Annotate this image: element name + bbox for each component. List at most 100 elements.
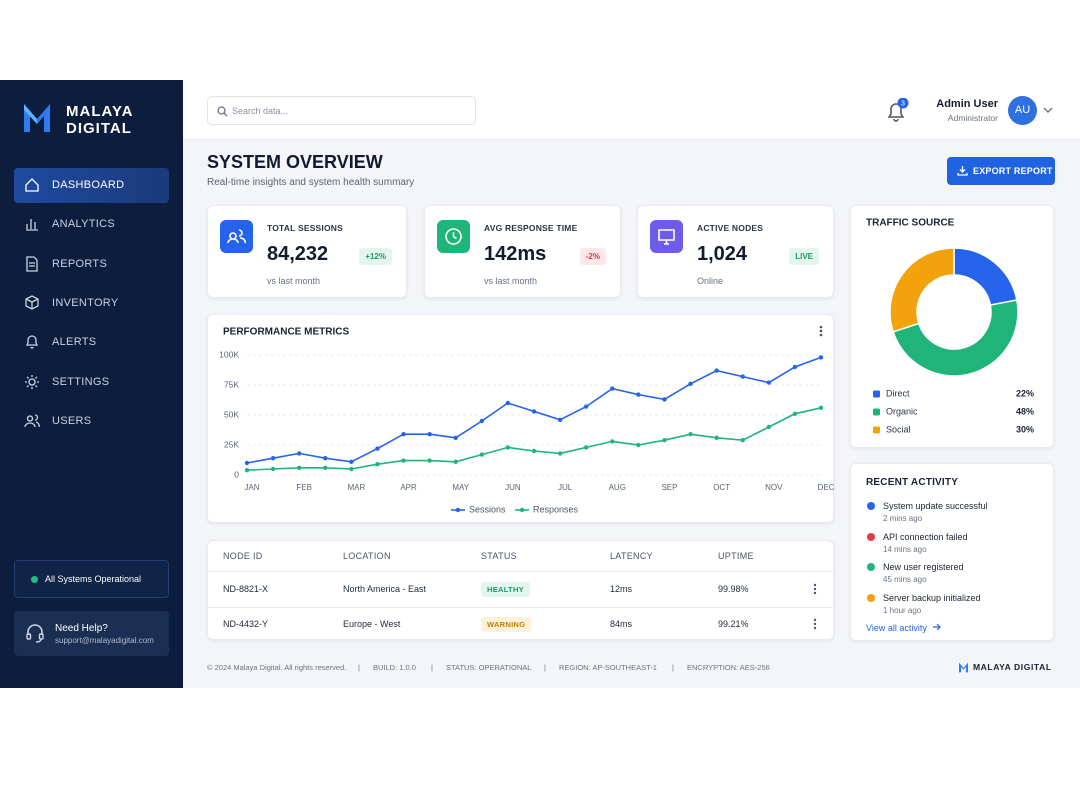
help-box[interactable]: Need Help? support@malayadigital.com (14, 611, 169, 656)
footer-brand: MALAYA DIGITAL (973, 662, 1052, 672)
series-line (246, 407, 822, 471)
chart-menu-dot[interactable] (819, 325, 823, 329)
table-cell: 99.21% (718, 619, 749, 629)
kpi-icon (220, 220, 253, 253)
nav-icon-shape (25, 335, 39, 349)
footer-separator: | (672, 663, 674, 672)
kpi-card: ACTIVE NODES 1,024 Online LIVE (637, 205, 834, 298)
y-tick-label: 100K (219, 349, 239, 359)
kpi-value: 84,232 (267, 243, 329, 265)
footer-separator: | (544, 663, 546, 672)
legend-value: 30% (1016, 424, 1034, 434)
download-icon (957, 166, 968, 176)
legend-label: Organic (886, 406, 918, 416)
export-button[interactable]: EXPORT REPORT (947, 157, 1055, 185)
chart-title: PERFORMANCE METRICS (223, 327, 349, 338)
kpi-note: vs last month (267, 276, 321, 286)
kpi-badge: -2% (579, 248, 606, 265)
search-box[interactable]: Search data... (207, 96, 476, 125)
data-point (479, 452, 485, 457)
user-menu-chevron[interactable] (1043, 107, 1053, 114)
data-point (505, 400, 511, 406)
row-menu[interactable] (813, 618, 817, 630)
data-point (479, 418, 485, 424)
donut-segment (953, 247, 1018, 306)
data-point (270, 466, 276, 472)
nav-icon-shape (25, 374, 39, 389)
nav-item[interactable]: ALERTS (14, 325, 169, 360)
nav-icon (25, 178, 39, 192)
x-tick-label: FEB (296, 483, 312, 492)
data-point (818, 405, 824, 410)
data-point (375, 462, 380, 467)
table-cell: North America - East (343, 584, 427, 594)
nav-icon (25, 335, 39, 349)
footer-item: BUILD: 1.0.0 (373, 663, 416, 672)
nav-item[interactable]: INVENTORY (14, 286, 169, 321)
status-pill: WARNING (481, 617, 532, 632)
traffic-card: TRAFFIC SOURCE Direct 22% Organic 48% Social 3… (850, 205, 1054, 448)
data-point (740, 438, 745, 443)
table-cell: ND-8821-X (223, 584, 269, 594)
column-header: LATENCY (610, 551, 653, 561)
user-name: Admin User (936, 98, 998, 110)
table-cell: ND-4432-Y (223, 619, 269, 629)
nav-item[interactable]: DASHBOARD (14, 168, 169, 203)
nav-item[interactable]: ANALYTICS (14, 207, 169, 242)
chart-menu-dot[interactable] (819, 329, 823, 333)
nav-icon-shape (25, 295, 39, 310)
activity-title: RECENT ACTIVITY (866, 477, 959, 488)
user-role: Administrator (947, 113, 998, 123)
kpi-card: AVG RESPONSE TIME 142ms vs last month -2% (424, 205, 621, 298)
y-tick-label: 0 (234, 469, 239, 479)
activity-link[interactable]: View all activity (866, 623, 942, 633)
y-tick-label: 25K (224, 439, 239, 449)
table-cell: 99.98% (718, 584, 749, 594)
data-point (427, 458, 432, 463)
help-title: Need Help? (55, 623, 108, 634)
notification-bell[interactable]: 3 (884, 98, 910, 124)
row-menu-dot (813, 618, 817, 622)
footer-item: STATUS: OPERATIONAL (446, 663, 532, 672)
kpi-label: ACTIVE NODES (697, 223, 764, 233)
nav-label: ANALYTICS (52, 218, 116, 231)
legend-swatch (873, 390, 880, 398)
kpi-note: vs last month (484, 276, 538, 286)
data-point (766, 424, 772, 430)
row-menu-dot (813, 587, 817, 591)
x-tick-label: JUN (505, 483, 521, 492)
nav-icon-shape (25, 178, 39, 192)
activity-dot (867, 593, 875, 602)
donut-segment (892, 299, 1019, 377)
notification-count: 3 (901, 100, 905, 107)
status-pill: HEALTHY (481, 582, 530, 597)
footer-separator: | (358, 663, 360, 672)
nav-label: USERS (52, 414, 92, 427)
status-dot (31, 576, 38, 583)
x-tick-label: SEP (661, 483, 677, 492)
sidebar: MALAYA DIGITAL DASHBOARD ANALYTICS REPORTS… (0, 80, 183, 688)
search-icon (217, 106, 228, 117)
notification-badge (897, 98, 909, 109)
nav-item[interactable]: REPORTS (14, 247, 169, 282)
kpi-glyph-shape (227, 229, 246, 244)
footer-item: © 2024 Malaya Digital. All rights reserv… (207, 663, 347, 672)
row-menu[interactable] (813, 583, 817, 595)
avatar[interactable]: AU (1008, 96, 1037, 125)
data-point (688, 432, 693, 437)
nav-icon-shape (26, 255, 38, 272)
chart-menu-dot[interactable] (819, 333, 823, 337)
nav-icon (25, 295, 39, 310)
data-point (636, 392, 641, 397)
data-point (714, 368, 719, 373)
nav-item[interactable]: SETTINGS (14, 365, 169, 400)
activity-link-text[interactable]: View all activity (866, 623, 927, 633)
chart-title: TRAFFIC SOURCE (866, 218, 955, 229)
data-point (375, 446, 380, 451)
data-point (270, 456, 276, 461)
help-email[interactable]: support@malayadigital.com (55, 636, 154, 645)
status-box: All Systems Operational (14, 560, 169, 598)
kpi-glyph (445, 228, 462, 245)
column-header: LOCATION (343, 551, 391, 561)
nav-item[interactable]: USERS (14, 404, 169, 439)
